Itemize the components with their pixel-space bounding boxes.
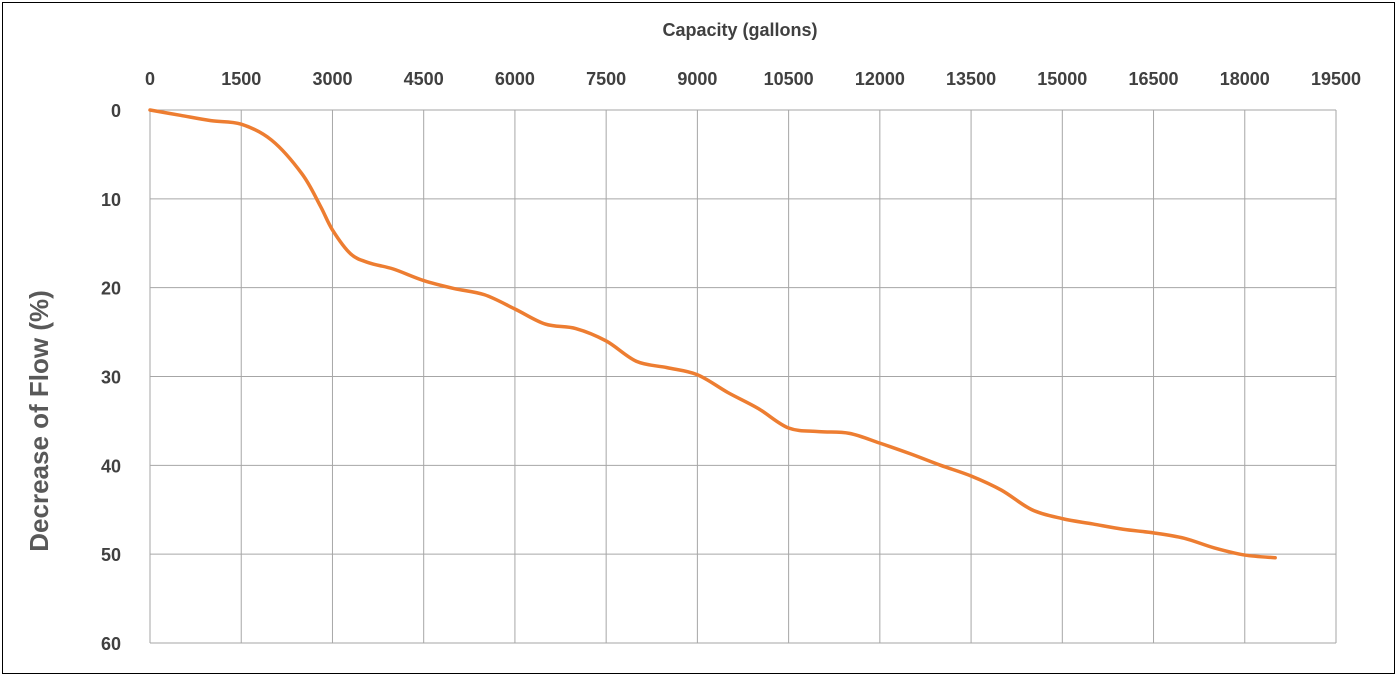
y-axis-title: Decrease of Flow (%) <box>24 290 54 552</box>
y-tick-label: 10 <box>101 190 121 210</box>
x-tick-label: 19500 <box>1311 69 1361 89</box>
series-line <box>148 108 1277 560</box>
x-tick-label: 6000 <box>495 69 535 89</box>
x-tick-label: 16500 <box>1129 69 1179 89</box>
y-tick-label: 30 <box>101 368 121 388</box>
x-tick-label: 12000 <box>855 69 905 89</box>
y-tick-label: 60 <box>101 634 121 654</box>
y-tick-label: 50 <box>101 545 121 565</box>
tick-labels: 0 1500 3000 4500 6000 7500 9000 10500 12000 13500… <box>101 69 1361 654</box>
y-tick-label: 0 <box>111 101 121 121</box>
chart-svg: 0 1500 3000 4500 6000 7500 9000 10500 12000 13500… <box>24 20 1361 654</box>
y-tick-label: 40 <box>101 456 121 476</box>
x-tick-label: 13500 <box>946 69 996 89</box>
series <box>148 108 1277 560</box>
x-tick-label: 9000 <box>677 69 717 89</box>
x-tick-label: 10500 <box>764 69 814 89</box>
x-tick-label: 0 <box>145 69 155 89</box>
x-tick-label: 18000 <box>1220 69 1270 89</box>
x-tick-label: 7500 <box>586 69 626 89</box>
x-tick-label: 1500 <box>221 69 261 89</box>
grid <box>149 109 1337 644</box>
x-axis-title: Capacity (gallons) <box>662 20 817 40</box>
x-tick-label: 15000 <box>1037 69 1087 89</box>
y-tick-label: 20 <box>101 279 121 299</box>
x-tick-label: 4500 <box>404 69 444 89</box>
x-tick-label: 3000 <box>312 69 352 89</box>
